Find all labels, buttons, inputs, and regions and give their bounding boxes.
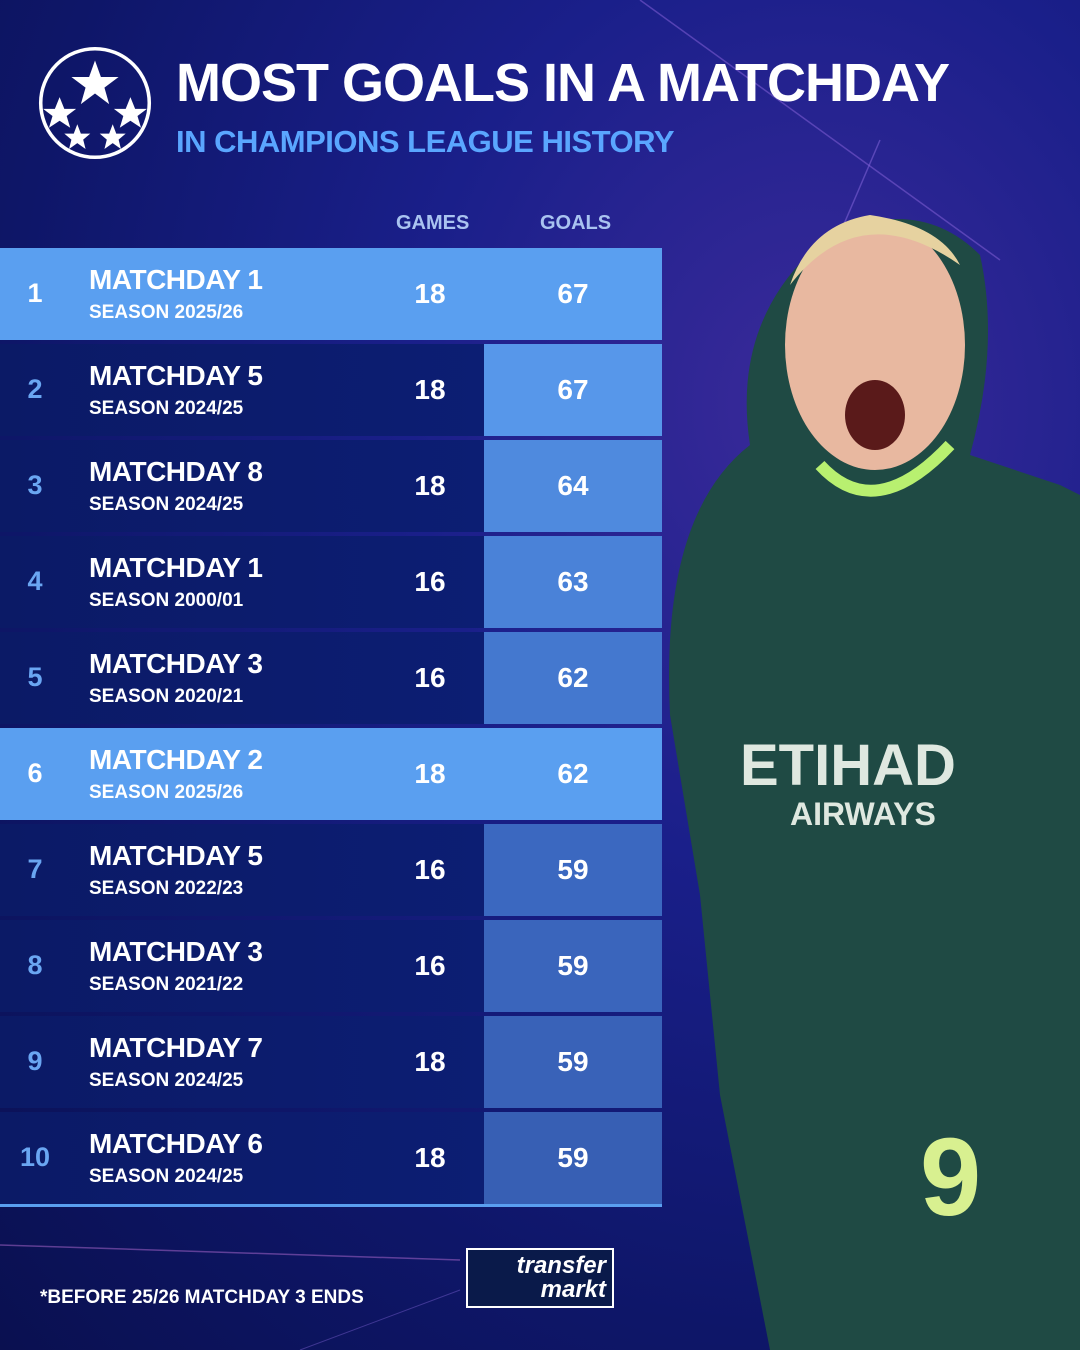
season-label: SEASON 2024/25 <box>89 1070 244 1091</box>
table-row: 62 6 MATCHDAY 2 SEASON 2025/26 18 <box>0 728 662 820</box>
matchday-label: MATCHDAY 5 <box>89 360 263 391</box>
rank: 8 <box>27 950 43 980</box>
season-label: SEASON 2021/22 <box>89 974 244 995</box>
games-value: 16 <box>414 662 446 693</box>
transfermarkt-logo: transfer markt <box>466 1248 614 1308</box>
table-row: 64 3 MATCHDAY 8 SEASON 2024/25 18 <box>0 440 662 532</box>
season-label: SEASON 2024/25 <box>89 1166 244 1187</box>
games-value: 18 <box>414 1142 446 1173</box>
table-bottom-line <box>0 1204 662 1207</box>
season-label: SEASON 2025/26 <box>89 302 244 323</box>
rank: 7 <box>27 854 43 884</box>
season-label: SEASON 2024/25 <box>89 494 244 515</box>
table-row: 62 5 MATCHDAY 3 SEASON 2020/21 16 <box>0 632 662 724</box>
games-value: 16 <box>414 566 446 597</box>
season-label: SEASON 2022/23 <box>89 878 244 899</box>
rank: 10 <box>19 1142 51 1172</box>
matchday-label: MATCHDAY 5 <box>89 840 263 871</box>
games-value: 18 <box>414 470 446 501</box>
brand-line-2: markt <box>540 1276 606 1303</box>
svg-text:9: 9 <box>920 1116 981 1239</box>
champions-league-logo <box>38 46 152 160</box>
rank: 9 <box>27 1046 43 1076</box>
goals-value: 59 <box>484 1112 662 1204</box>
table-row: 67 1 MATCHDAY 1 SEASON 2025/26 18 <box>0 248 662 340</box>
goals-value: 63 <box>484 536 662 628</box>
matchday-label: MATCHDAY 2 <box>89 744 263 775</box>
table-row: 59 10 MATCHDAY 6 SEASON 2024/25 18 <box>0 1112 662 1204</box>
season-label: SEASON 2025/26 <box>89 782 244 803</box>
brand-line-1: transfer <box>516 1252 606 1279</box>
games-value: 18 <box>414 278 446 309</box>
matchday-label: MATCHDAY 1 <box>89 552 263 583</box>
footnote: *BEFORE 25/26 MATCHDAY 3 ENDS <box>40 1287 364 1308</box>
matchday-label: MATCHDAY 3 <box>89 648 263 679</box>
goals-value: 59 <box>484 920 662 1012</box>
matchday-label: MATCHDAY 7 <box>89 1032 263 1063</box>
goals-value: 67 <box>484 344 662 436</box>
rank: 2 <box>27 374 43 404</box>
table-row: 59 9 MATCHDAY 7 SEASON 2024/25 18 <box>0 1016 662 1108</box>
rank: 5 <box>27 662 43 692</box>
matchday-label: MATCHDAY 1 <box>89 264 263 295</box>
games-value: 18 <box>414 758 446 789</box>
rank: 1 <box>27 278 43 308</box>
matchday-label: MATCHDAY 6 <box>89 1128 263 1159</box>
goals-value: 62 <box>557 758 589 789</box>
matchday-label: MATCHDAY 3 <box>89 936 263 967</box>
table-row: 67 2 MATCHDAY 5 SEASON 2024/25 18 <box>0 344 662 436</box>
rank: 3 <box>27 470 43 500</box>
goals-value: 59 <box>484 824 662 916</box>
goals-value: 64 <box>484 440 662 532</box>
rank: 4 <box>27 566 43 596</box>
column-header-games: GAMES <box>396 212 470 234</box>
page-title: MOST GOALS IN A MATCHDAY <box>176 53 950 113</box>
games-value: 18 <box>414 374 446 405</box>
svg-text:ETIHAD: ETIHAD <box>740 733 956 798</box>
table-row: 59 8 MATCHDAY 3 SEASON 2021/22 16 <box>0 920 662 1012</box>
column-header-goals: GOALS <box>540 212 612 234</box>
goals-value: 59 <box>484 1016 662 1108</box>
player-image: ETIHAD AIRWAYS 9 <box>669 215 1080 1350</box>
goals-value: 67 <box>557 278 589 309</box>
page-subtitle: IN CHAMPIONS LEAGUE HISTORY <box>176 124 675 159</box>
goals-value: 62 <box>484 632 662 724</box>
season-label: SEASON 2000/01 <box>89 590 244 611</box>
matchday-label: MATCHDAY 8 <box>89 456 263 487</box>
season-label: SEASON 2020/21 <box>89 686 244 707</box>
table-row: 59 7 MATCHDAY 5 SEASON 2022/23 16 <box>0 824 662 916</box>
games-value: 16 <box>414 854 446 885</box>
games-value: 18 <box>414 1046 446 1077</box>
table-row: 63 4 MATCHDAY 1 SEASON 2000/01 16 <box>0 536 662 628</box>
season-label: SEASON 2024/25 <box>89 398 244 419</box>
games-value: 16 <box>414 950 446 981</box>
svg-text:AIRWAYS: AIRWAYS <box>790 796 936 832</box>
rank: 6 <box>27 758 43 788</box>
